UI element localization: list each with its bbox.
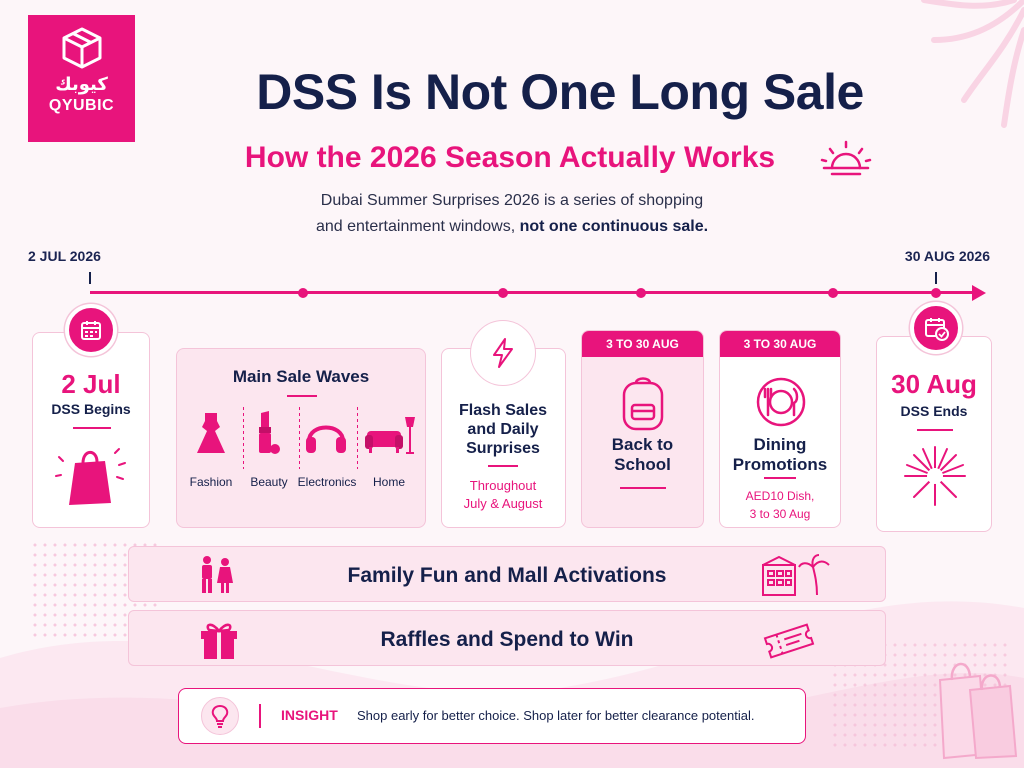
intro-text: Dubai Summer Surprises 2026 is a series … xyxy=(250,188,774,240)
raffles-label: Raffles and Spend to Win xyxy=(380,628,634,651)
wave-item-fashion: Fashion xyxy=(189,475,233,489)
separator xyxy=(357,407,358,469)
intro-line-2: and entertainment windows, not one conti… xyxy=(250,214,774,240)
dining-card: 3 TO 30 AUG Dining Promotions AED10 Dish… xyxy=(719,330,841,528)
flash-title-line: Surprises xyxy=(466,440,540,457)
dining-sub-line: AED10 Dish, xyxy=(745,489,815,503)
insight-label: INSIGHT xyxy=(281,707,338,723)
flash-sales-title: Flash Sales and Daily Surprises xyxy=(442,401,564,458)
timeline-dot xyxy=(931,288,941,298)
timeline-dot xyxy=(298,288,308,298)
end-card: 30 Aug DSS Ends xyxy=(876,336,992,532)
insight-box: INSIGHT Shop early for better choice. Sh… xyxy=(178,688,806,744)
calendar-icon xyxy=(81,321,101,340)
calendar-end-badge xyxy=(910,302,962,354)
divider xyxy=(73,427,111,429)
timeline-dot xyxy=(498,288,508,298)
flash-sub-line: Throughout xyxy=(469,478,537,493)
flash-badge xyxy=(470,320,536,386)
dining-title-line: Dining xyxy=(753,435,807,454)
cube-icon xyxy=(62,27,101,69)
end-date: 30 Aug xyxy=(891,369,977,399)
back-to-school-card: 3 TO 30 AUG Back to School xyxy=(581,330,704,528)
flash-sales-subtitle: Throughout July & August xyxy=(442,477,564,513)
dining-sub-line: 3 to 30 Aug xyxy=(749,507,811,521)
sale-waves-card: Main Sale Waves Fashion Beauty Electroni… xyxy=(176,348,426,528)
timeline-end-date: 30 AUG 2026 xyxy=(904,248,990,264)
shopping-bags-decoration xyxy=(938,662,1018,760)
intro-line-1: Dubai Summer Surprises 2026 is a series … xyxy=(320,192,704,209)
timeline-arrow xyxy=(972,285,986,301)
timeline-start-date: 2 JUL 2026 xyxy=(28,248,101,264)
divider xyxy=(287,395,317,397)
headphones-icon xyxy=(306,425,346,453)
school-title-line: Back to xyxy=(611,435,674,454)
timeline-tick xyxy=(89,272,91,284)
timeline-dot xyxy=(828,288,838,298)
intro-emphasis: not one continuous sale. xyxy=(519,218,709,235)
timeline-line xyxy=(90,291,976,294)
ticket-icon xyxy=(763,623,815,659)
start-card: 2 Jul DSS Begins xyxy=(32,332,150,528)
raffles-band: Raffles and Spend to Win xyxy=(128,610,886,666)
sun-icon xyxy=(820,140,872,176)
timeline-tick xyxy=(935,272,937,284)
school-date-tag: 3 TO 30 AUG xyxy=(582,331,703,357)
mall-palm-icon xyxy=(762,554,830,596)
lightbulb-icon xyxy=(211,704,229,728)
lipstick-icon xyxy=(259,411,280,454)
backpack-icon xyxy=(622,377,664,431)
flash-title-line: Flash Sales xyxy=(458,402,548,419)
wave-item-home: Home xyxy=(372,475,405,489)
sale-waves-title: Main Sale Waves xyxy=(232,367,370,386)
fireworks-icon xyxy=(904,446,966,506)
separator xyxy=(243,407,244,469)
end-label: DSS Ends xyxy=(900,403,968,419)
dining-title: Dining Promotions xyxy=(720,435,840,475)
divider xyxy=(488,465,518,467)
school-title: Back to School xyxy=(582,435,703,475)
calendar-start-badge xyxy=(65,304,117,356)
calendar-check-icon xyxy=(925,318,949,341)
sofa-lamp-icon xyxy=(365,417,415,454)
dining-icon xyxy=(756,377,806,427)
shopping-bag-icon xyxy=(55,448,126,505)
wave-item-electronics: Electronics xyxy=(297,475,357,489)
start-date: 2 Jul xyxy=(61,369,121,399)
insight-divider xyxy=(259,704,261,728)
brand-name: QYUBIC xyxy=(48,97,115,114)
insight-text: Shop early for better choice. Shop later… xyxy=(357,708,755,723)
intro-line-2-text: and entertainment windows, xyxy=(315,218,520,235)
palm-leaf-decoration xyxy=(921,0,1024,128)
divider xyxy=(764,477,796,479)
flash-sales-card: Flash Sales and Daily Surprises Througho… xyxy=(441,348,566,528)
dress-icon xyxy=(197,413,225,453)
dining-title-line: Promotions xyxy=(732,455,828,474)
start-label: DSS Begins xyxy=(51,401,131,417)
gift-icon xyxy=(201,623,237,659)
divider xyxy=(917,429,953,431)
flash-title-line: and Daily xyxy=(467,421,539,438)
family-fun-label: Family Fun and Mall Activations xyxy=(347,564,667,587)
timeline-dot xyxy=(636,288,646,298)
dining-subtitle: AED10 Dish, 3 to 30 Aug xyxy=(720,487,840,523)
school-title-line: School xyxy=(614,455,671,474)
insight-icon-wrap xyxy=(201,697,239,735)
brand-arabic: كيوبك xyxy=(55,74,108,95)
dining-date-tag: 3 TO 30 AUG xyxy=(720,331,840,357)
brand-logo: كيوبك QYUBIC xyxy=(28,15,135,142)
family-icon xyxy=(202,556,233,593)
page-subtitle: How the 2026 Season Actually Works xyxy=(244,141,776,174)
wave-item-beauty: Beauty xyxy=(250,475,288,489)
flash-sub-line: July & August xyxy=(463,496,543,511)
separator xyxy=(299,407,300,469)
divider xyxy=(620,487,666,489)
family-fun-band: Family Fun and Mall Activations xyxy=(128,546,886,602)
page-title: DSS Is Not One Long Sale xyxy=(256,64,864,120)
lightning-icon xyxy=(493,338,513,368)
